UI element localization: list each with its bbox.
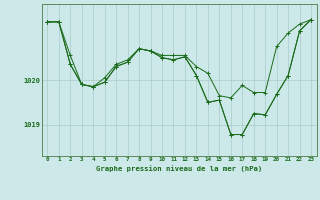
X-axis label: Graphe pression niveau de la mer (hPa): Graphe pression niveau de la mer (hPa) [96, 165, 262, 172]
